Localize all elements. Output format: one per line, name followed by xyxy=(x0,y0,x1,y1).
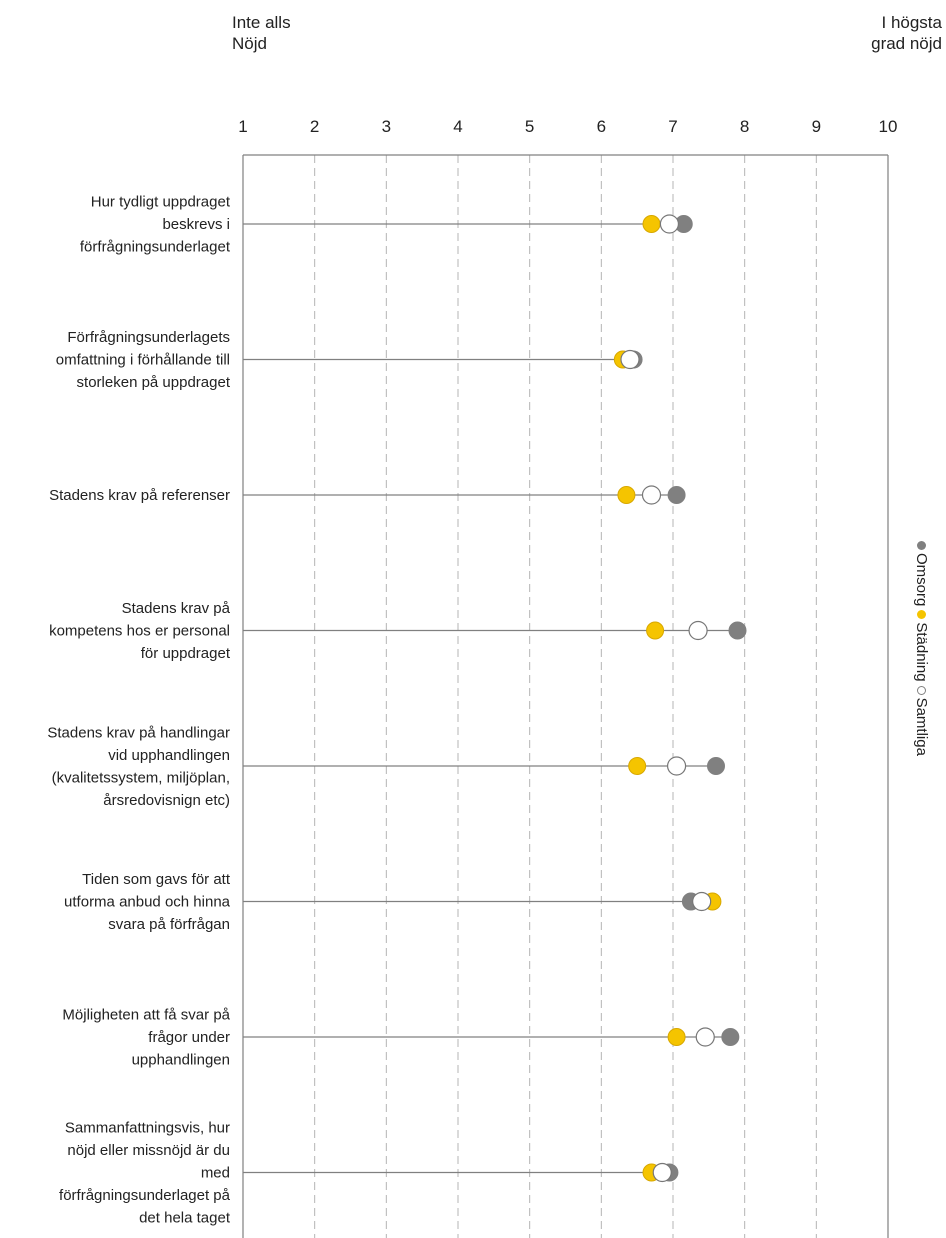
category-label-line: Stadens krav på handlingar xyxy=(47,724,230,741)
legend-label-stadning: Städning xyxy=(913,622,930,682)
scale-high-anchor: I högsta grad nöjd xyxy=(871,13,942,53)
category-label-line: (kvalitetssystem, miljöplan, xyxy=(52,769,230,786)
category-label-line: svara på förfrågan xyxy=(108,916,230,933)
x-tick-label-6: 6 xyxy=(597,117,606,136)
category-label-4: Stadens krav på kompetens hos er personal… xyxy=(49,600,231,662)
legend-swatch-omsorg xyxy=(917,541,926,550)
x-tick-label-10: 10 xyxy=(879,117,898,136)
x-tick-label-9: 9 xyxy=(812,117,821,136)
legend-item-stadning: Städning xyxy=(913,610,930,682)
category-label-2: Förfrågningsunderlagets omfattning i förh… xyxy=(56,329,231,391)
dot-omsorg-3 xyxy=(667,486,686,504)
dot-samtliga-6 xyxy=(692,891,712,912)
dot-samtliga-4 xyxy=(688,620,708,641)
category-label-line: nöjd eller missnöjd är du xyxy=(67,1142,230,1159)
category-label-3: Stadens krav på referenser xyxy=(49,487,230,504)
category-label-line: förfrågningsunderlaget på xyxy=(59,1187,231,1204)
category-label-line: Stadens krav på xyxy=(122,600,231,617)
category-label-line: kompetens hos er personal xyxy=(49,623,230,640)
category-label-line: vid upphandlingen xyxy=(108,747,230,764)
dot-samtliga-7 xyxy=(695,1027,715,1047)
dot-samtliga-3 xyxy=(641,485,662,505)
dot-samtliga-2 xyxy=(620,349,640,370)
category-label-line: frågor under xyxy=(148,1029,230,1046)
category-label-1: Hur tydligt uppdraget beskrevs i förfrågni… xyxy=(80,194,231,256)
legend-label-samtliga: Samtliga xyxy=(913,697,930,756)
category-label-line: Tiden som gavs för att xyxy=(82,871,231,888)
category-label-line: förfrågningsunderlaget xyxy=(80,239,231,256)
category-label-line: storleken på uppdraget xyxy=(77,374,231,391)
dot-stadning-1 xyxy=(642,215,661,233)
dot-omsorg-5 xyxy=(707,757,725,775)
x-tick-label-5: 5 xyxy=(525,117,534,136)
dot-samtliga-5 xyxy=(666,756,687,776)
category-label-5: Stadens krav på handlingar vid upphandlin… xyxy=(47,724,230,809)
legend-swatch-samtliga xyxy=(917,685,926,695)
dot-stadning-7 xyxy=(667,1028,686,1046)
x-tick-label-7: 7 xyxy=(668,117,677,136)
category-label-line: Möjligheten att få svar på xyxy=(62,1007,230,1024)
dot-omsorg-7 xyxy=(721,1028,740,1046)
scale-low-anchor: Inte alls Nöjd xyxy=(232,13,291,53)
legend-item-samtliga: Samtliga xyxy=(913,685,930,756)
category-label-line: för uppdraget xyxy=(141,645,231,662)
legend-swatch-stadning xyxy=(917,610,926,620)
category-label-line: utforma anbud och hinna xyxy=(64,894,231,911)
category-label-8: Sammanfattningsvis, hur nöjd eller missnö… xyxy=(59,1120,231,1227)
category-label-line: det hela taget xyxy=(139,1210,231,1227)
category-label-line: Sammanfattningsvis, hur xyxy=(65,1120,230,1137)
x-tick-label-4: 4 xyxy=(453,117,462,136)
category-label-line: årsredovisnign etc) xyxy=(103,792,230,809)
category-label-line: Stadens krav på referenser xyxy=(49,487,230,504)
dot-omsorg-4 xyxy=(728,621,747,640)
category-label-line: beskrevs i xyxy=(162,216,230,233)
legend-label-omsorg: Omsorg xyxy=(913,553,930,607)
legend-item-omsorg: Omsorg xyxy=(913,541,930,606)
dot-samtliga-1 xyxy=(659,214,680,234)
x-tick-label-2: 2 xyxy=(310,117,319,136)
dot-samtliga-8 xyxy=(652,1162,672,1183)
category-label-line: med xyxy=(201,1165,230,1182)
legend: Omsorg Städning Samtliga xyxy=(913,541,930,760)
category-label-line: omfattning i förhållande till xyxy=(56,352,230,369)
x-tick-label-3: 3 xyxy=(382,117,391,136)
category-label-line: upphandlingen xyxy=(132,1052,230,1069)
dot-stadning-5 xyxy=(628,757,647,775)
category-label-6: Tiden som gavs för att utforma anbud och … xyxy=(64,871,231,933)
category-label-7: Möjligheten att få svar på frågor under up… xyxy=(62,1007,230,1069)
x-tick-label-1: 1 xyxy=(238,117,247,136)
category-label-line: Förfrågningsunderlagets xyxy=(67,329,230,346)
dot-stadning-3 xyxy=(617,486,636,504)
category-label-line: Hur tydligt uppdraget xyxy=(91,194,231,211)
dot-stadning-4 xyxy=(646,621,665,640)
x-tick-label-8: 8 xyxy=(740,117,749,136)
